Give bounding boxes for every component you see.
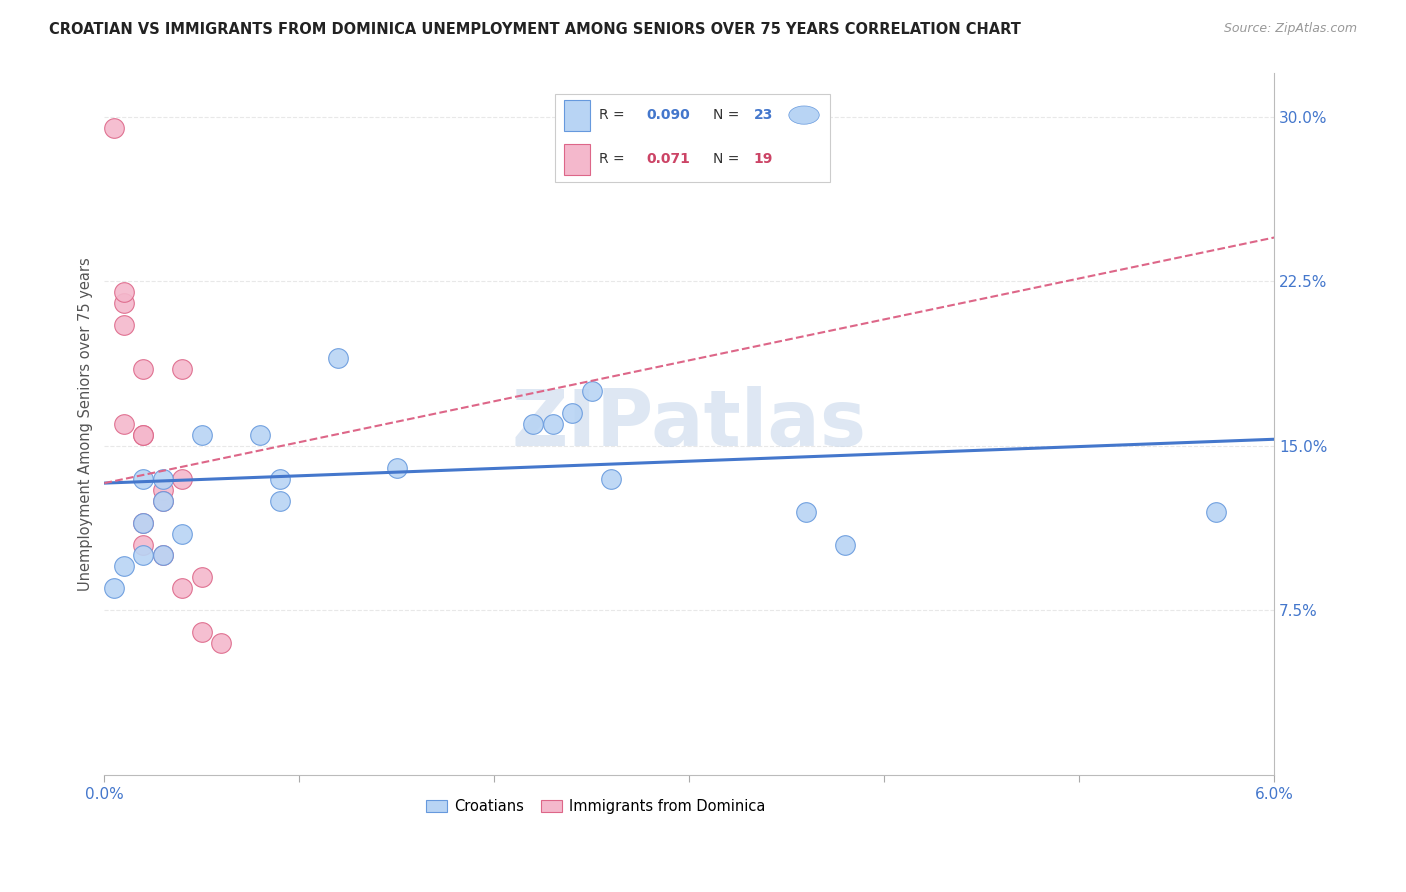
Point	[269, 493, 291, 508]
Text: R =: R =	[599, 152, 624, 166]
Point	[103, 120, 125, 135]
Point	[152, 483, 174, 497]
Point	[269, 472, 291, 486]
Point	[132, 362, 155, 376]
Point	[112, 285, 135, 300]
Point	[191, 570, 214, 584]
Text: N =: N =	[713, 152, 740, 166]
Point	[132, 428, 155, 442]
Point	[112, 296, 135, 310]
Point	[112, 318, 135, 333]
Point	[191, 625, 214, 640]
Point	[328, 351, 350, 365]
Point	[209, 636, 232, 650]
Point	[172, 526, 194, 541]
Point	[132, 537, 155, 551]
Bar	[564, 144, 591, 175]
Point	[561, 406, 583, 420]
Text: R =: R =	[599, 108, 624, 122]
Point	[132, 549, 155, 563]
Point	[600, 472, 623, 486]
Point	[541, 417, 564, 431]
Text: ZIPatlas: ZIPatlas	[512, 386, 868, 462]
Point	[796, 505, 818, 519]
Point	[834, 537, 856, 551]
Point	[1205, 505, 1227, 519]
Point	[152, 549, 174, 563]
Text: 19: 19	[754, 152, 773, 166]
Point	[152, 493, 174, 508]
Point	[132, 516, 155, 530]
Circle shape	[789, 106, 820, 124]
Point	[152, 472, 174, 486]
Text: 0.071: 0.071	[647, 152, 690, 166]
Text: CROATIAN VS IMMIGRANTS FROM DOMINICA UNEMPLOYMENT AMONG SENIORS OVER 75 YEARS CO: CROATIAN VS IMMIGRANTS FROM DOMINICA UNE…	[49, 22, 1021, 37]
Text: N =: N =	[713, 108, 740, 122]
Point	[172, 472, 194, 486]
Point	[132, 428, 155, 442]
FancyBboxPatch shape	[555, 94, 830, 182]
Point	[172, 582, 194, 596]
Point	[191, 428, 214, 442]
Point	[581, 384, 603, 398]
Point	[103, 582, 125, 596]
Point	[522, 417, 544, 431]
Text: 0.090: 0.090	[647, 108, 690, 122]
Legend: Croatians, Immigrants from Dominica: Croatians, Immigrants from Dominica	[420, 794, 772, 820]
Point	[132, 516, 155, 530]
Bar	[564, 100, 591, 131]
Point	[152, 493, 174, 508]
Point	[112, 559, 135, 574]
Point	[152, 549, 174, 563]
Point	[172, 362, 194, 376]
Point	[385, 460, 408, 475]
Y-axis label: Unemployment Among Seniors over 75 years: Unemployment Among Seniors over 75 years	[79, 257, 93, 591]
Point	[249, 428, 271, 442]
Point	[132, 472, 155, 486]
Text: Source: ZipAtlas.com: Source: ZipAtlas.com	[1223, 22, 1357, 36]
Text: 23: 23	[754, 108, 773, 122]
Point	[112, 417, 135, 431]
